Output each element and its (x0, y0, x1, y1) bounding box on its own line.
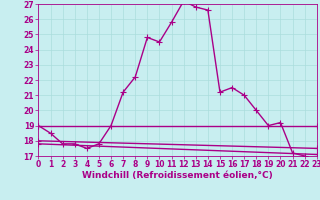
X-axis label: Windchill (Refroidissement éolien,°C): Windchill (Refroidissement éolien,°C) (82, 171, 273, 180)
